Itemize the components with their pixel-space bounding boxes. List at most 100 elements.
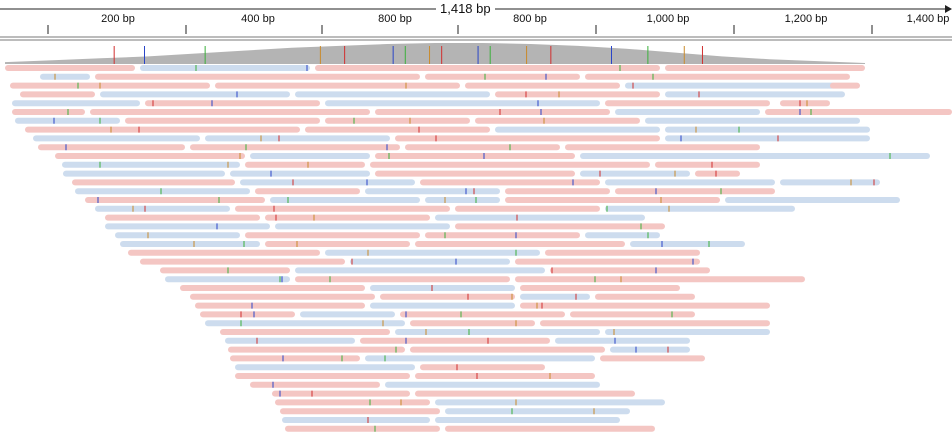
reverse-read[interactable]: [350, 258, 510, 265]
forward-read[interactable]: [445, 425, 655, 432]
forward-read[interactable]: [375, 109, 610, 115]
reverse-read[interactable]: [75, 188, 250, 195]
reverse-read[interactable]: [425, 197, 500, 203]
forward-read[interactable]: [105, 214, 260, 221]
reverse-read[interactable]: [725, 197, 900, 203]
coverage-track[interactable]: [0, 40, 952, 66]
forward-read[interactable]: [280, 408, 440, 415]
forward-read[interactable]: [190, 144, 400, 151]
reverse-read[interactable]: [435, 399, 665, 406]
forward-read[interactable]: [125, 117, 320, 124]
reverse-read[interactable]: [370, 302, 515, 309]
reverse-read[interactable]: [225, 337, 355, 344]
reverse-read[interactable]: [385, 381, 600, 388]
reverse-read[interactable]: [205, 135, 390, 142]
forward-read[interactable]: [605, 100, 770, 107]
reverse-read[interactable]: [325, 100, 600, 107]
forward-read[interactable]: [245, 161, 365, 168]
forward-read[interactable]: [128, 249, 320, 256]
reverse-read[interactable]: [605, 205, 795, 212]
forward-read[interactable]: [25, 126, 300, 133]
forward-read[interactable]: [420, 179, 600, 186]
forward-read[interactable]: [220, 329, 390, 335]
forward-read[interactable]: [272, 390, 410, 397]
forward-read[interactable]: [375, 153, 575, 159]
forward-read[interactable]: [655, 161, 760, 168]
reverse-read[interactable]: [395, 329, 600, 335]
reverse-read[interactable]: [270, 197, 420, 203]
forward-read[interactable]: [230, 355, 360, 362]
reverse-read[interactable]: [625, 82, 835, 89]
forward-read[interactable]: [145, 100, 320, 107]
forward-read[interactable]: [545, 249, 700, 256]
reverse-read[interactable]: [300, 311, 395, 318]
reverse-read[interactable]: [435, 214, 645, 221]
forward-read[interactable]: [190, 293, 375, 300]
forward-read[interactable]: [38, 144, 185, 151]
reads-alignment-track[interactable]: [0, 64, 952, 434]
forward-read[interactable]: [425, 73, 580, 80]
forward-read[interactable]: [415, 241, 625, 247]
forward-read[interactable]: [380, 293, 515, 300]
reverse-read[interactable]: [435, 417, 620, 423]
reverse-read[interactable]: [780, 179, 880, 186]
reverse-read[interactable]: [615, 109, 760, 115]
forward-read[interactable]: [55, 153, 245, 159]
forward-read[interactable]: [600, 355, 705, 362]
forward-read[interactable]: [255, 188, 360, 195]
reverse-read[interactable]: [250, 153, 370, 159]
reverse-read[interactable]: [105, 223, 270, 230]
forward-read[interactable]: [370, 161, 650, 168]
forward-read[interactable]: [455, 223, 665, 230]
reverse-read[interactable]: [140, 65, 310, 71]
forward-read[interactable]: [180, 285, 365, 291]
forward-read[interactable]: [420, 364, 545, 371]
forward-read[interactable]: [505, 197, 720, 203]
forward-read[interactable]: [90, 109, 370, 115]
forward-read[interactable]: [540, 320, 770, 327]
reverse-read[interactable]: [100, 91, 290, 98]
reverse-read[interactable]: [365, 355, 595, 362]
forward-read[interactable]: [595, 293, 695, 300]
forward-read[interactable]: [515, 258, 700, 265]
forward-read[interactable]: [5, 65, 135, 71]
forward-read[interactable]: [228, 346, 405, 353]
forward-read[interactable]: [235, 205, 450, 212]
reverse-read[interactable]: [295, 91, 490, 98]
reverse-read[interactable]: [240, 179, 415, 186]
forward-read[interactable]: [405, 144, 560, 151]
reverse-read[interactable]: [555, 337, 690, 344]
forward-read[interactable]: [200, 311, 295, 318]
forward-read[interactable]: [10, 82, 210, 89]
forward-read[interactable]: [415, 373, 595, 379]
reverse-read[interactable]: [605, 329, 770, 335]
forward-read[interactable]: [12, 109, 85, 115]
reverse-read[interactable]: [630, 241, 745, 247]
forward-read[interactable]: [455, 205, 600, 212]
forward-read[interactable]: [475, 117, 640, 124]
forward-read[interactable]: [520, 285, 680, 291]
reverse-read[interactable]: [282, 417, 430, 423]
reverse-read[interactable]: [15, 117, 120, 124]
forward-read[interactable]: [85, 197, 265, 203]
forward-read[interactable]: [665, 65, 865, 71]
forward-read[interactable]: [295, 276, 510, 283]
reverse-read[interactable]: [605, 179, 775, 186]
forward-read[interactable]: [410, 320, 535, 327]
reverse-read[interactable]: [95, 205, 230, 212]
reverse-read[interactable]: [40, 73, 90, 80]
reverse-read[interactable]: [235, 364, 415, 371]
reverse-read[interactable]: [120, 241, 260, 247]
forward-read[interactable]: [20, 91, 95, 98]
forward-read[interactable]: [465, 82, 620, 89]
reverse-read[interactable]: [665, 135, 870, 142]
reverse-read[interactable]: [580, 170, 690, 177]
reverse-read[interactable]: [62, 161, 240, 168]
reverse-read[interactable]: [230, 170, 370, 177]
forward-read[interactable]: [245, 232, 420, 239]
forward-read[interactable]: [215, 82, 460, 89]
forward-read[interactable]: [400, 311, 565, 318]
reverse-read[interactable]: [63, 170, 225, 177]
reverse-read[interactable]: [325, 249, 540, 256]
reverse-read[interactable]: [275, 223, 450, 230]
